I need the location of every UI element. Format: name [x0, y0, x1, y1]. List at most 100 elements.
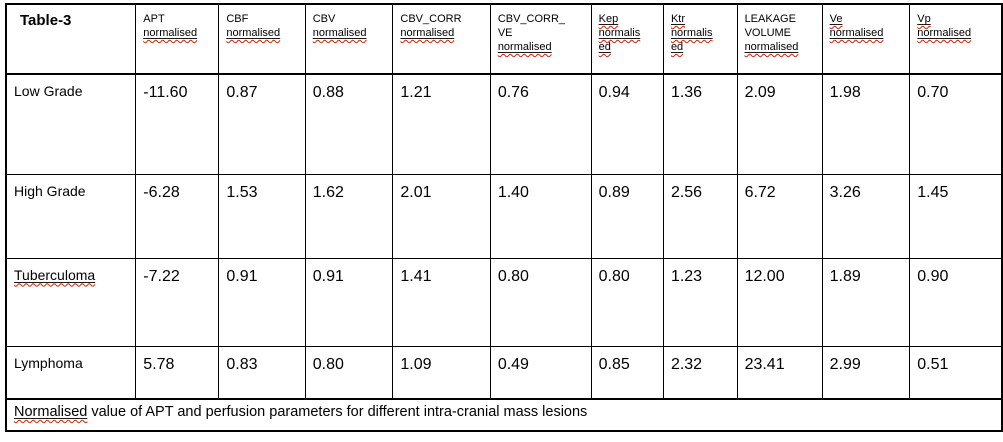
header-line: Ktr [671, 12, 733, 26]
table-caption: Normalised value of APT and perfusion pa… [5, 398, 1003, 432]
value-cell-cbv-corr-ve: 1.40 [489, 173, 592, 259]
table-title: Table-3 [5, 3, 137, 75]
value-cell-vp: 0.90 [909, 257, 1003, 347]
word: CBF [226, 13, 249, 25]
misspelled-word: Kep [598, 13, 619, 25]
value-cell-cbv-corr-ve: 0.76 [489, 73, 592, 175]
table-row: Lymphoma 5.78 0.83 0.80 1.09 0.49 0.85 2.32 23.4… [5, 345, 1003, 400]
value-cell-cbv: 0.80 [304, 345, 394, 400]
value-cell-cbf: 0.83 [218, 345, 306, 400]
header-line: normalised [400, 26, 485, 40]
word: CBV [312, 13, 336, 25]
word: CBV_CORR [400, 13, 462, 25]
misspelled-word: Ktr [670, 13, 685, 25]
value-cell-cbv-corr: 1.21 [392, 73, 491, 175]
value-cell-kep: 0.80 [590, 257, 664, 347]
header-line: Kep [599, 12, 659, 26]
value-cell-ktr: 2.56 [662, 173, 738, 259]
value-cell-leakage-volume: 23.41 [736, 345, 823, 400]
header-line: normalised [498, 40, 587, 54]
value-cell-leakage-volume: 2.09 [736, 73, 823, 175]
value-cell-apt: -7.22 [135, 257, 220, 347]
value-cell-ve: 1.89 [821, 257, 911, 347]
value-cell-ktr: 1.36 [662, 73, 738, 175]
word: High Grade [14, 182, 86, 199]
value-cell-ktr: 2.32 [662, 345, 738, 400]
column-header-cbv-corr-ve: CBV_CORR_ VE normalised [489, 3, 592, 75]
misspelled-word: normalis [598, 27, 641, 39]
value-cell-cbf: 0.87 [218, 73, 306, 175]
misspelled-word: Tuberculoma [14, 266, 96, 283]
header-line: normalised [745, 40, 818, 54]
row-label: High Grade [5, 173, 137, 259]
value-cell-apt: -6.28 [135, 173, 220, 259]
header-line: LEAKAGE [745, 12, 818, 26]
header-line: APT [143, 12, 214, 26]
table-row: Tuberculoma -7.22 0.91 0.91 1.41 0.80 0.80 1.23… [5, 257, 1003, 347]
header-line: Ve [830, 12, 906, 26]
header-line: normalised [830, 26, 906, 40]
value-cell-ve: 3.26 [821, 173, 911, 259]
value-cell-kep: 0.85 [590, 345, 664, 400]
header-line: ed [599, 40, 659, 54]
value-cell-cbv-corr-ve: 0.49 [489, 345, 592, 400]
value-cell-cbv: 1.62 [304, 173, 394, 259]
column-header-ktr: Ktr normalis ed [662, 3, 738, 75]
value-cell-cbf: 0.91 [218, 257, 306, 347]
data-table: Table-3 APT normalised CBF normalised CBV norm… [5, 3, 1003, 432]
misspelled-word: Ve [829, 13, 843, 25]
table-row: High Grade -6.28 1.53 1.62 2.01 1.40 0.89 2.56 6… [5, 173, 1003, 259]
row-label: Lymphoma [5, 345, 137, 400]
header-line: normalised [143, 26, 214, 40]
table-row: Low Grade -11.60 0.87 0.88 1.21 0.76 0.94 1.36 2… [5, 73, 1003, 175]
column-header-vp: Vp normalised [909, 3, 1003, 75]
header-line: VOLUME [745, 26, 818, 40]
column-header-apt: APT normalised [135, 3, 220, 75]
word: VOLUME [744, 27, 792, 39]
misspelled-word: normalised [400, 27, 455, 39]
windows-watermark-icon-fragment [836, 434, 852, 440]
word: CBV_CORR_ [497, 13, 566, 25]
misspelled-word: normalised [917, 27, 972, 39]
header-line: normalis [599, 26, 659, 40]
column-header-cbv-corr: CBV_CORR normalised [392, 3, 491, 75]
value-cell-leakage-volume: 6.72 [736, 173, 823, 259]
header-line: CBV [313, 12, 389, 26]
header-line: VE [498, 26, 587, 40]
column-header-cbf: CBF normalised [218, 3, 306, 75]
word: Low Grade [14, 83, 83, 99]
row-label: Tuberculoma [5, 257, 137, 347]
header-line: CBV_CORR [400, 12, 485, 26]
header-line: normalised [917, 26, 997, 40]
value-cell-cbv-corr: 1.41 [392, 257, 491, 347]
header-line: CBV_CORR_ [498, 12, 587, 26]
header-line: normalis [671, 26, 733, 40]
misspelled-word: normalis [670, 27, 713, 39]
value-cell-kep: 0.94 [590, 73, 664, 175]
misspelled-word: normalised [226, 27, 281, 39]
value-cell-apt: 5.78 [135, 345, 220, 400]
misspelled-word: normalised [143, 27, 198, 39]
value-cell-cbv-corr: 2.01 [392, 173, 491, 259]
column-header-kep: Kep normalis ed [590, 3, 664, 75]
word: VE [497, 27, 513, 39]
header-line: Vp [917, 12, 997, 26]
column-header-cbv: CBV normalised [304, 3, 394, 75]
value-cell-cbf: 1.53 [218, 173, 306, 259]
value-cell-kep: 0.89 [590, 173, 664, 259]
misspelled-word: normalised [829, 27, 884, 39]
word: APT [143, 13, 165, 25]
misspelled-word: normalised [497, 41, 552, 53]
header-line: normalised [226, 26, 300, 40]
column-header-ve: Ve normalised [821, 3, 911, 75]
word: LEAKAGE [744, 13, 796, 25]
header-line: ed [671, 40, 733, 54]
value-cell-ve: 1.98 [821, 73, 911, 175]
value-cell-apt: -11.60 [135, 73, 220, 175]
value-cell-cbv-corr: 1.09 [392, 345, 491, 400]
word: value of APT and perfusion parameters fo… [87, 404, 588, 420]
value-cell-vp: 1.45 [909, 173, 1003, 259]
misspelled-word: normalised [744, 41, 799, 53]
word: Lymphoma [14, 354, 83, 371]
misspelled-word: ed [670, 41, 684, 53]
